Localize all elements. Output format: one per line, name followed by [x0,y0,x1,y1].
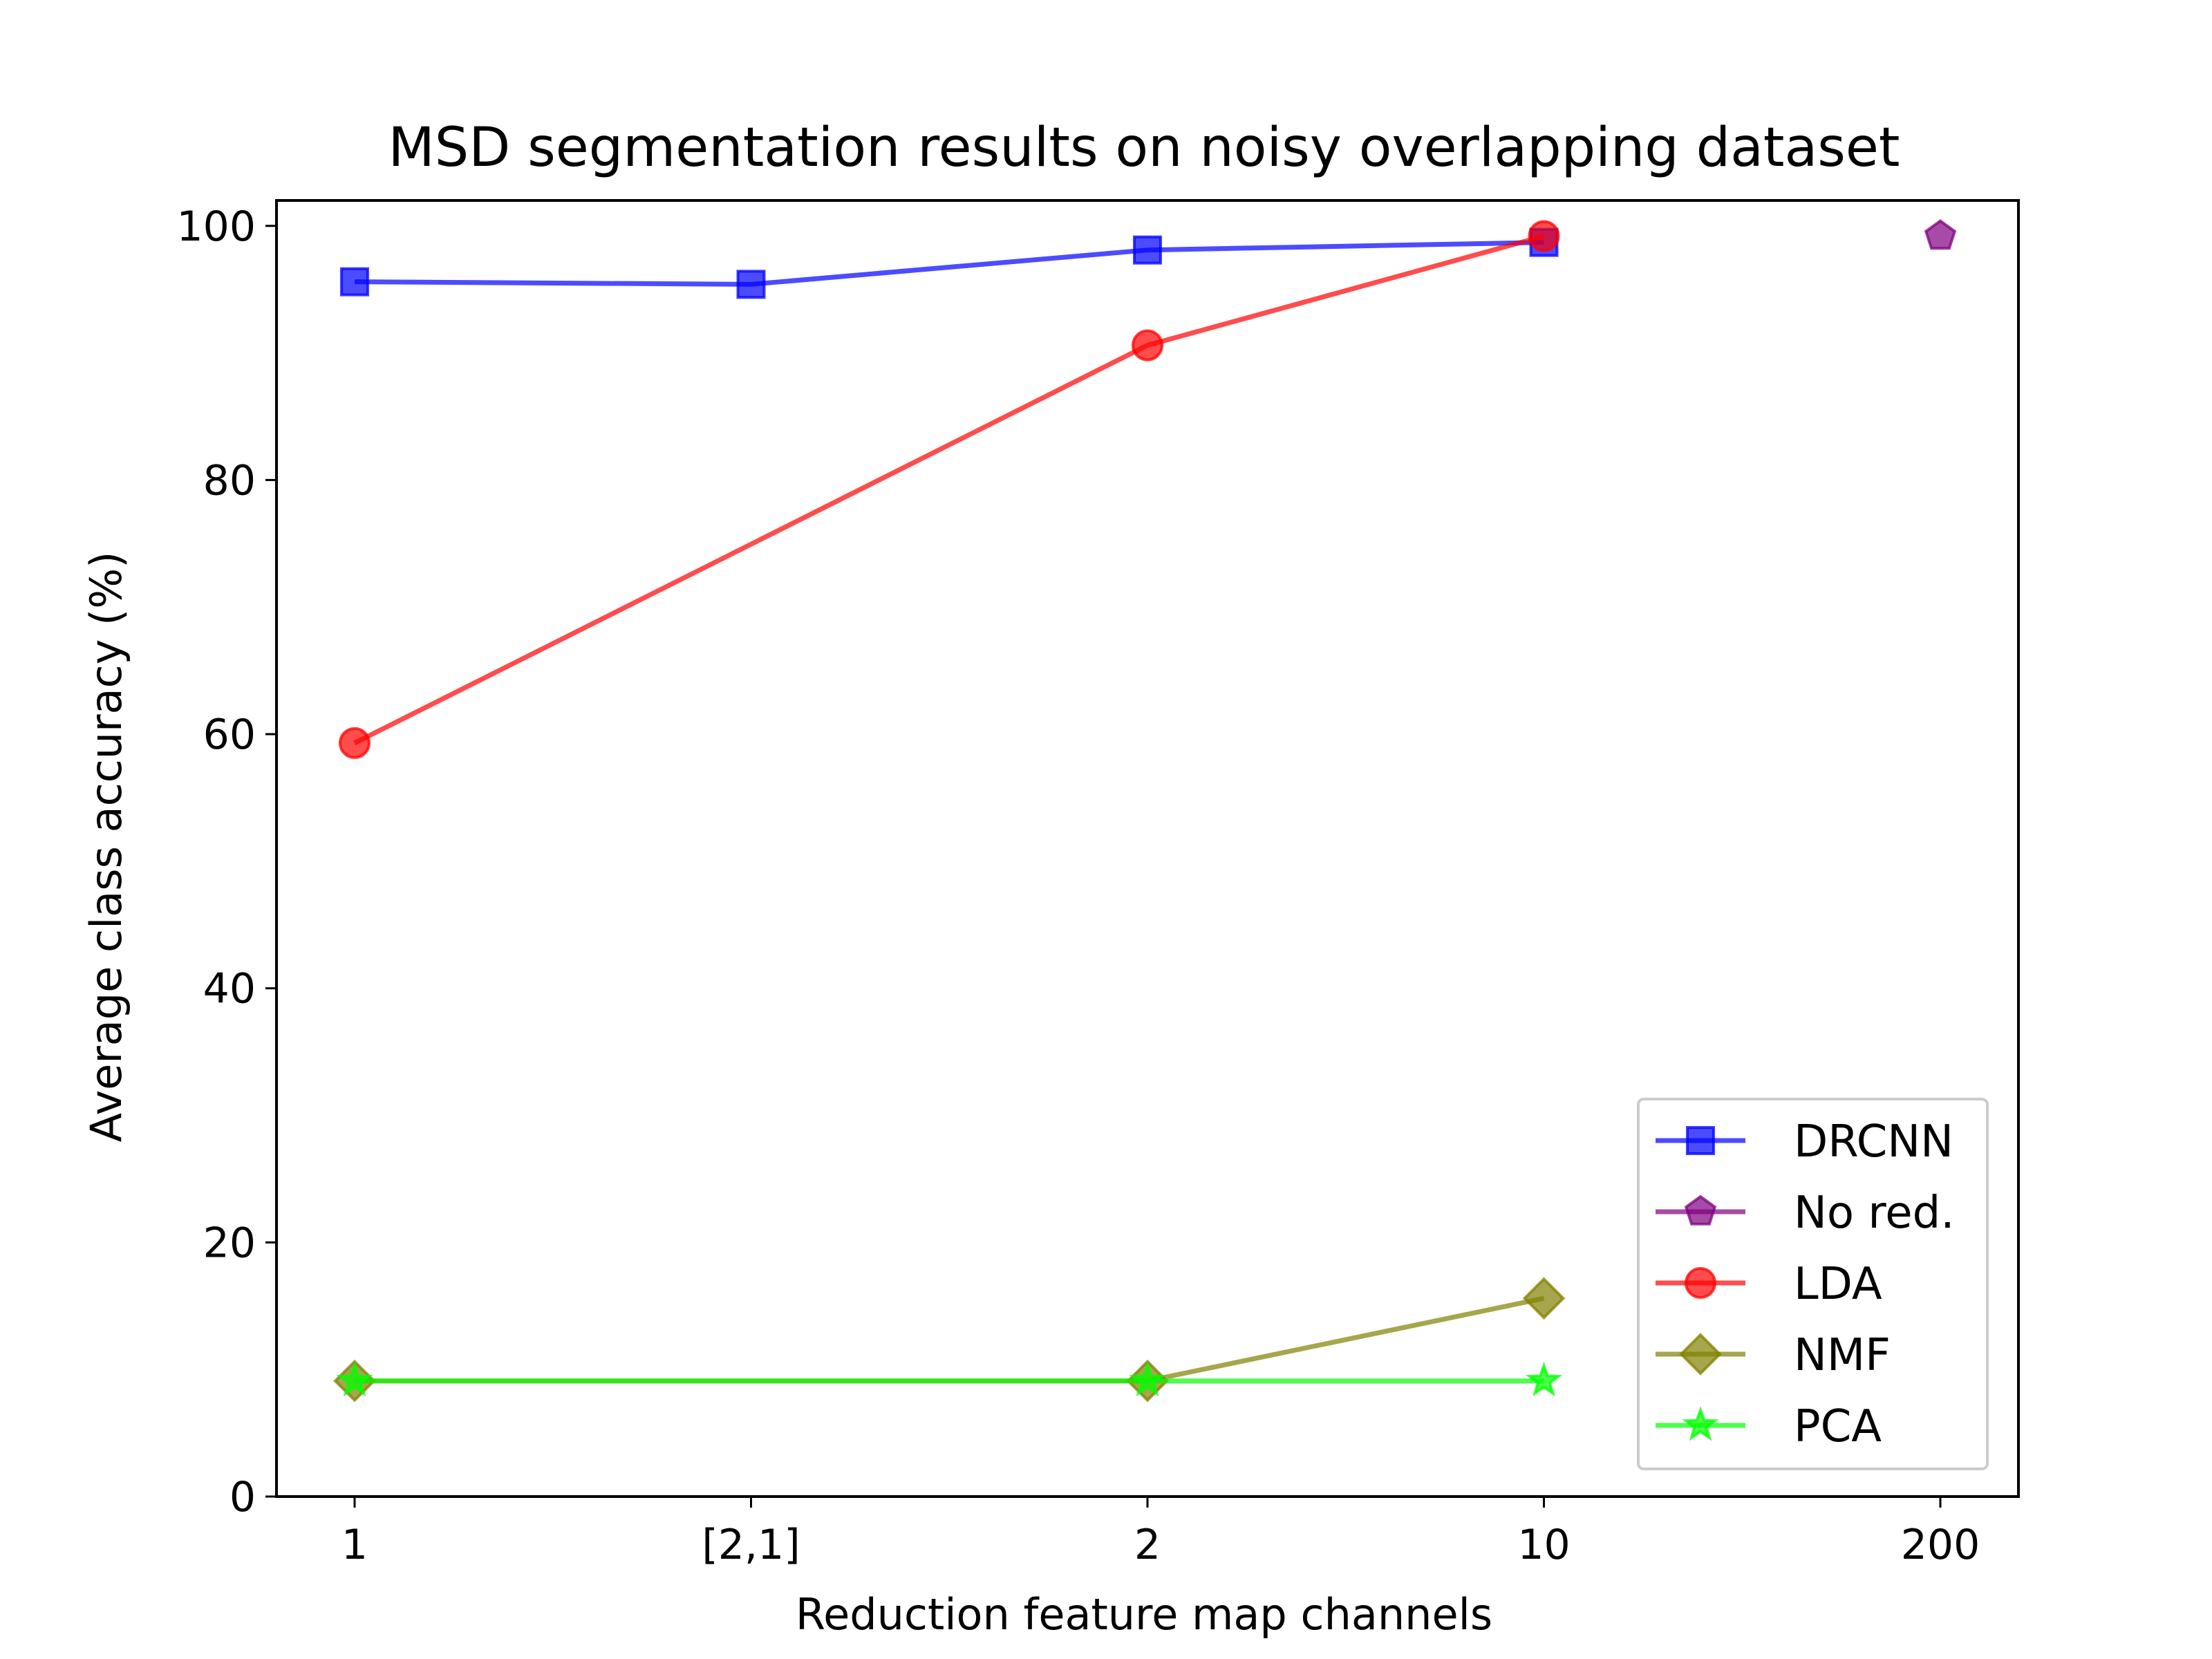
legend-label: LDA [1794,1259,1882,1310]
y-tick-label: 60 [203,711,256,759]
legend-marker [1686,1126,1715,1155]
series-layer [333,219,1957,1403]
series-lda [339,220,1560,759]
y-tick-label: 20 [203,1219,256,1267]
legend-marker [1684,1194,1717,1226]
x-tick-label: 200 [1901,1521,1980,1569]
series-pca [336,1361,1562,1397]
x-tick-label: 1 [341,1521,368,1569]
data-point-drcnn [1133,235,1162,265]
data-point-nmf [1522,1277,1566,1320]
x-axis-label: Reduction feature map channels [796,1589,1492,1640]
legend-item-nmf: NMF [1656,1330,1891,1381]
data-point-pca [1129,1361,1166,1397]
axes: 0 20 40 60 80 100 1 [2,1] 2 10 200 [176,203,1980,1569]
legend-marker [1685,1267,1716,1299]
chart-title: MSD segmentation results on noisy overla… [388,117,1900,179]
x-tick-label: [2,1] [702,1521,800,1569]
legend: DRCNN No red. LDA NMF PCA [1637,1098,1989,1470]
data-point-lda [1132,329,1163,362]
legend-label: No red. [1794,1188,1955,1239]
y-tick-label: 80 [203,456,256,505]
x-tick-label: 2 [1134,1521,1161,1569]
legend-box [1637,1098,1989,1470]
y-tick-label: 100 [176,203,256,251]
x-tick-label: 10 [1517,1521,1570,1569]
data-point-no-red [1924,219,1957,250]
y-tick-label: 0 [229,1473,256,1521]
data-point-drcnn [736,270,766,299]
data-point-lda [339,727,371,759]
data-point-pca [336,1361,373,1397]
legend-label: NMF [1794,1330,1891,1381]
data-point-lda [1528,220,1560,252]
legend-item-lda: LDA [1656,1259,1882,1310]
plot-area-border [275,199,2020,1498]
legend-label: DRCNN [1794,1116,1953,1168]
legend-item-no-red: No red. [1656,1188,1955,1239]
series-no-red [1924,219,1957,250]
y-tick-label: 40 [203,965,256,1013]
legend-item-pca: PCA [1656,1401,1882,1452]
data-point-drcnn [340,267,369,297]
legend-item-drcnn: DRCNN [1656,1116,1953,1168]
legend-marker [1682,1406,1719,1441]
legend-marker [1679,1333,1722,1376]
y-axis-label: Average class accuracy (%) [81,552,131,1143]
legend-label: PCA [1794,1401,1882,1452]
plot-frame [275,199,2020,1498]
data-point-pca [1526,1361,1562,1397]
series-line-drcnn [354,240,1544,287]
